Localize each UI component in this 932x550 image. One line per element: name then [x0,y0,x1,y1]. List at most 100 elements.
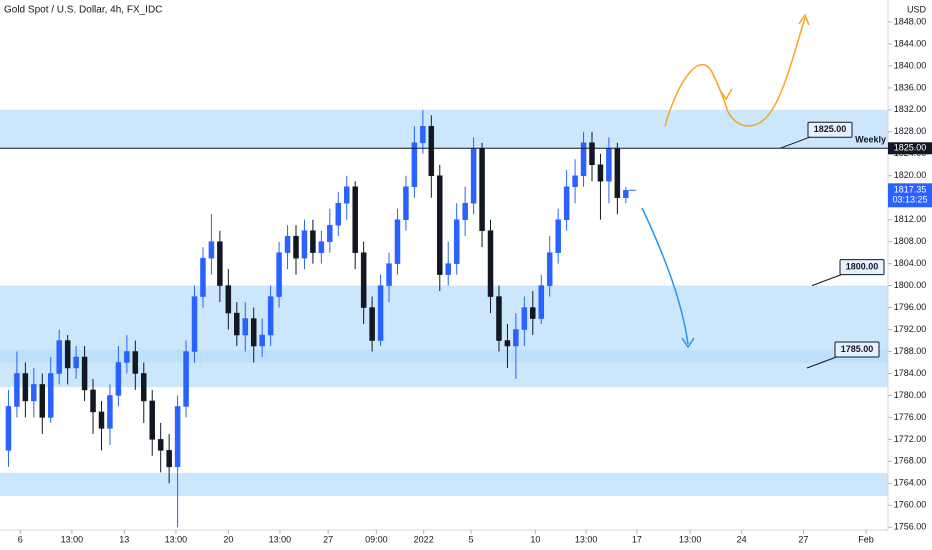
candle-body [538,285,545,319]
candle-body [513,329,519,347]
arrow-head [798,13,810,26]
callout-pointer [779,135,813,149]
candle-body [496,296,502,341]
candle-body [259,334,265,347]
x-tick-label: 13:00 [269,534,292,544]
y-tick-label: 1768.00 [894,456,927,466]
candle-body [242,318,249,336]
level-axis-tag [888,142,932,155]
x-tick-label: 27 [798,534,808,544]
candle-body [369,307,375,341]
callout-pointer [806,355,840,369]
level-axis-label: 1825.00 [894,143,927,153]
candle-body [411,142,418,187]
candle-body [555,219,561,253]
candle-body [470,148,477,204]
candle-body [107,395,113,429]
candle-body [327,224,333,242]
candle-body [234,312,240,336]
candle-body [225,285,232,314]
callout-box [834,341,880,358]
x-tick-label: 13:00 [679,534,702,544]
zone [0,472,888,496]
candle-body [437,175,443,275]
y-tick-label: 1808.00 [894,236,927,246]
last-price-label: 1817.35 [894,185,927,195]
x-tick-label: Feb [858,534,874,544]
candle-body [73,356,79,369]
candle-body [174,406,181,468]
candle-body [420,126,426,144]
candle-body [428,126,435,177]
projection-arrow-down [641,207,689,345]
candle-body [183,351,189,407]
callout-pointer [811,273,845,287]
zone [0,349,888,363]
y-tick-label: 1804.00 [894,258,927,268]
x-tick-label: 13:00 [575,534,598,544]
candle-body [310,230,316,253]
candle-body [90,389,96,413]
candle-body [521,307,528,330]
callout-label: 1825.00 [814,124,847,134]
countdown-label: 03:13:25 [892,195,927,205]
candle-body [56,340,62,374]
candle-body [14,373,20,407]
x-tick-label: 5 [469,534,474,544]
plot [5,109,629,528]
last-price-tag [888,183,932,208]
candle-body [115,362,122,396]
candle-body [276,252,282,297]
candle-body [217,241,223,286]
candle-body [98,411,105,429]
y-tick-label: 1844.00 [894,38,927,48]
candle-body [31,384,37,402]
candle-body [157,439,164,451]
y-tick-label: 1796.00 [894,302,927,312]
candle-body [614,148,621,198]
y-tick-label: 1836.00 [894,82,927,92]
x-tick-label: 6 [18,534,23,544]
candle-body [208,241,215,259]
candle-body [530,307,536,319]
y-tick-label: 1780.00 [894,390,927,400]
zone [0,285,888,388]
candle-body [335,202,342,226]
x-tick-label: 17 [632,534,642,544]
y-tick-label: 1832.00 [894,104,927,114]
candle-body [5,406,12,451]
callout-label: 1800.00 [846,261,879,271]
y-tick-label: 1820.00 [894,170,927,180]
candle-body [166,450,172,468]
y-tick-label: 1848.00 [894,16,927,26]
x-tick-label: 27 [323,534,333,544]
candle-body [250,318,257,347]
candle-body [360,252,367,308]
callout-box [807,121,853,138]
y-tick-label: 1792.00 [894,324,927,334]
candle-body [352,186,358,253]
candle-body [64,340,71,369]
candle-body [47,373,54,418]
candle-body [453,219,460,264]
arrow-head [719,88,733,101]
candle-body [572,175,578,187]
chart-title: Gold Spot / U.S. Dollar, 4h, FX_IDC [4,5,162,16]
candle-body [81,356,88,391]
candle-body [267,296,274,336]
y-tick-label: 1800.00 [894,280,927,290]
candle-body [191,296,198,352]
candle-body [462,202,468,220]
candle-body [132,351,139,374]
candle-body [394,219,401,264]
candle-body [318,241,325,253]
candle-body [623,190,629,198]
candle-body [386,263,392,286]
candle-body [403,186,409,220]
callout-label: 1785.00 [841,344,874,354]
y-tick-label: 1776.00 [894,412,927,422]
candle-body [589,142,595,166]
candle-body [141,373,147,402]
projection-arrow-up [664,17,806,127]
